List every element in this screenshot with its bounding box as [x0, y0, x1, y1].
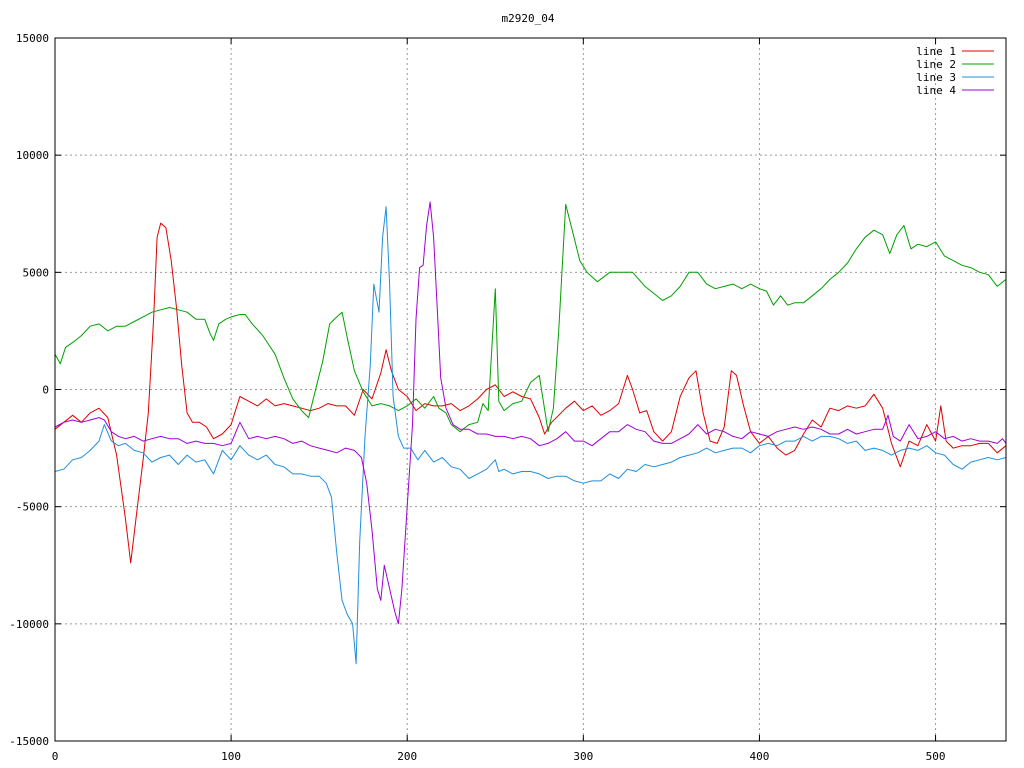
x-tick-label: 100 — [221, 750, 241, 763]
y-tick-label: 10000 — [16, 149, 49, 162]
series-line-4 — [54, 201, 1007, 625]
x-tick-label: 300 — [573, 750, 593, 763]
y-tick-label: 0 — [42, 384, 49, 397]
series-line-3 — [54, 206, 1007, 665]
x-tick-label: 0 — [52, 750, 59, 763]
y-tick-label: 5000 — [23, 266, 50, 279]
x-tick-label: 400 — [750, 750, 770, 763]
y-tick-label: -15000 — [9, 735, 49, 748]
axis-ticks: -15000 -10000 -5000 0 5000 10000 15000 0 100 200 3… — [9, 32, 1006, 763]
legend-label: line 2 — [916, 58, 956, 71]
legend-label: line 4 — [916, 84, 956, 97]
chart-title: m2920_04 — [502, 12, 555, 25]
y-tick-label: 15000 — [16, 32, 49, 45]
x-tick-label: 500 — [926, 750, 946, 763]
plot-frame — [54, 37, 1007, 742]
series-line-1 — [54, 222, 1007, 564]
legend-label: line 1 — [916, 45, 956, 58]
series-layer — [54, 201, 1007, 665]
grid-lines — [55, 38, 1006, 741]
y-tick-label: -5000 — [16, 501, 49, 514]
series-line-2 — [54, 203, 1007, 433]
y-tick-label: -10000 — [9, 618, 49, 631]
legend-label: line 3 — [916, 71, 956, 84]
x-tick-label: 200 — [397, 750, 417, 763]
